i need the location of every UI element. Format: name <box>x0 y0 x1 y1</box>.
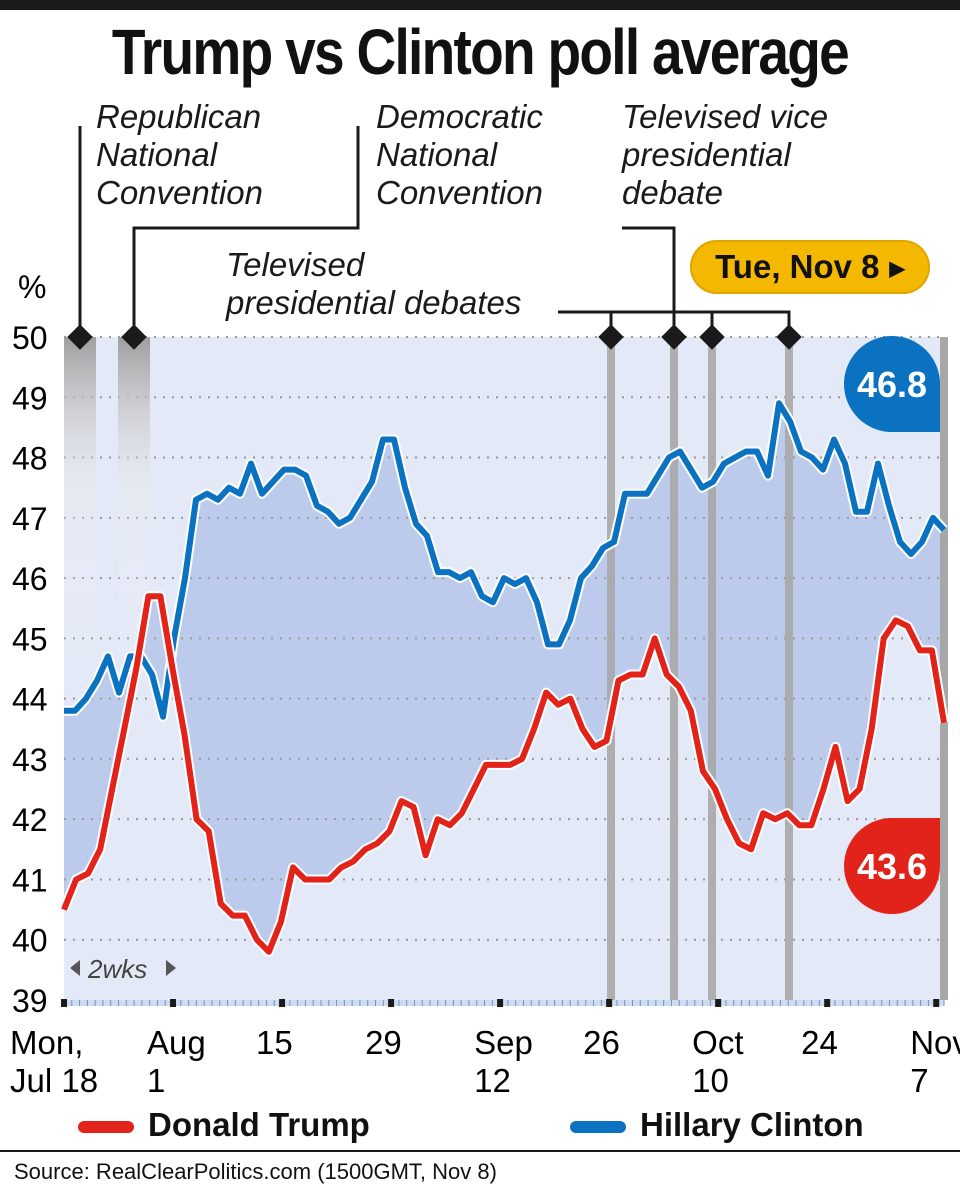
trump-line <box>61 593 947 955</box>
dnc-leader <box>132 126 360 337</box>
y-tick-label: 42 <box>12 802 48 838</box>
debate-line <box>708 337 716 1000</box>
x-tick-label: 12 <box>474 1062 511 1099</box>
trump-swatch <box>78 1121 134 1134</box>
clinton-end-bubble: 46.8 <box>844 336 940 432</box>
y-tick-label: 39 <box>12 983 48 1019</box>
x-major-tick <box>606 999 613 1007</box>
dnc-annotation: Democratic National Convention <box>376 98 543 212</box>
vp-debate-line-2: presidential <box>622 136 791 173</box>
rnc-line-1: Republican <box>96 98 262 135</box>
rnc-line-3: Convention <box>96 174 263 211</box>
debate-line <box>607 337 615 1000</box>
x-tick-label: 26 <box>583 1024 620 1061</box>
election-day-label: Tue, Nov 8 <box>715 248 880 285</box>
vp-debate-annotation: Televised vice presidential debate <box>622 98 828 212</box>
rnc-line-2: National <box>96 136 218 173</box>
pres-debates-annotation: Televised presidential debates <box>226 246 521 322</box>
election-day-badge: Tue, Nov 8 ▶ <box>690 240 930 294</box>
right-arrow-icon <box>166 960 176 976</box>
x-tick-label: 24 <box>801 1024 838 1061</box>
dnc-line-3: Convention <box>376 174 543 211</box>
x-major-tick <box>61 999 67 1007</box>
source-note: Source: RealClearPolitics.com (1500GMT, … <box>0 1150 960 1198</box>
debate-line <box>785 337 793 1000</box>
trump-end-bubble: 43.6 <box>844 818 940 914</box>
x-major-tick <box>279 999 286 1007</box>
trump-end-bubble-shape <box>844 818 940 914</box>
trump-end-bubble-value: 43.6 <box>857 846 927 887</box>
x-major-tick <box>824 999 831 1007</box>
x-tick-label: Mon, <box>10 1024 83 1061</box>
event-diamond <box>121 324 147 350</box>
clinton-end-bubble-value: 46.8 <box>857 364 927 405</box>
two-weeks-label: 2wks <box>87 954 147 984</box>
legend-trump: Donald Trump <box>78 1106 370 1144</box>
gap-area <box>64 403 944 952</box>
y-tick-label: 45 <box>12 621 48 657</box>
x-tick-label: 1 <box>147 1062 165 1099</box>
x-major-tick <box>170 999 177 1007</box>
rnc-annotation: Republican National Convention <box>96 98 263 212</box>
event-diamond <box>776 324 802 350</box>
play-arrow-icon: ▶ <box>889 258 905 281</box>
y-tick-label: 50 <box>12 320 48 356</box>
dnc-line-1: Democratic <box>376 98 543 135</box>
x-tick-label: 29 <box>365 1024 402 1061</box>
x-major-tick <box>933 999 940 1007</box>
clinton-line <box>64 400 947 720</box>
vp-debate-line-3: debate <box>622 174 723 211</box>
event-diamond <box>67 324 93 350</box>
dnc-line-2: National <box>376 136 498 173</box>
convention-band <box>64 337 96 667</box>
x-major-tick <box>388 999 395 1007</box>
vp-debate-line <box>670 337 678 1000</box>
x-tick-label: Jul 18 <box>10 1062 98 1099</box>
legend-trump-label: Donald Trump <box>148 1106 370 1143</box>
y-tick-label: 48 <box>12 441 48 477</box>
x-tick-label: Nov <box>910 1024 960 1061</box>
x-tick-label: 7 <box>910 1062 928 1099</box>
x-major-tick <box>715 999 722 1007</box>
clinton-swatch <box>570 1121 626 1134</box>
y-axis-unit: % <box>18 269 46 305</box>
pres-debates-line-2: presidential debates <box>226 284 522 321</box>
x-tick-label: Aug <box>147 1024 206 1061</box>
top-rule <box>0 0 960 10</box>
x-tick-label: Sep <box>474 1024 533 1061</box>
vp-debate-line-1: Televised vice <box>622 98 829 135</box>
event-diamond <box>598 324 624 350</box>
y-tick-label: 43 <box>12 742 48 778</box>
legend-clinton: Hillary Clinton <box>570 1106 864 1144</box>
x-tick-label: 10 <box>692 1062 729 1099</box>
y-tick-label: 40 <box>12 923 48 959</box>
y-tick-label: 49 <box>12 380 48 416</box>
x-axis-strip <box>64 1000 944 1006</box>
x-tick-label: Oct <box>692 1024 743 1061</box>
x-major-tick <box>497 999 504 1007</box>
pres-debates-line-1: Televised <box>226 246 365 283</box>
y-tick-label: 44 <box>12 682 48 718</box>
event-diamond <box>661 324 687 350</box>
left-arrow-icon <box>70 960 80 976</box>
legend-clinton-label: Hillary Clinton <box>640 1106 864 1143</box>
chart-title: Trump vs Clinton poll average <box>111 16 850 88</box>
y-tick-label: 41 <box>12 862 48 898</box>
clinton-end-bubble-shape <box>844 336 940 432</box>
x-tick-label: 15 <box>256 1024 293 1061</box>
event-diamond <box>699 324 725 350</box>
y-tick-label: 47 <box>12 501 48 537</box>
y-tick-label: 46 <box>12 561 48 597</box>
vp-leader <box>622 226 676 337</box>
election-day-line <box>940 337 948 1000</box>
